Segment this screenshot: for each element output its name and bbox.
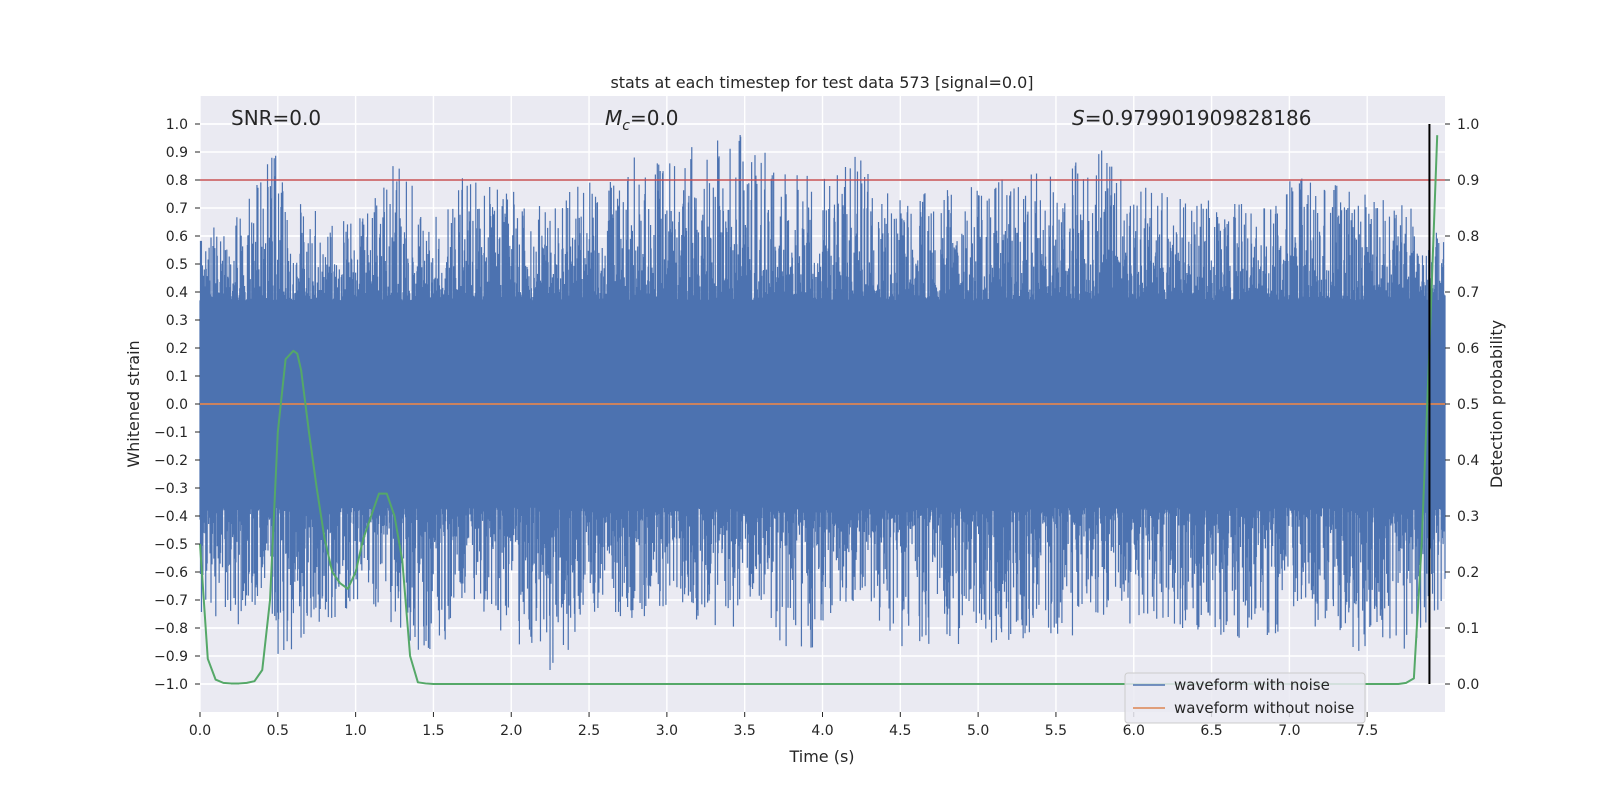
- legend-label-clean: waveform without noise: [1174, 699, 1354, 717]
- x-axis-label: Time (s): [788, 747, 854, 766]
- y-tick-label: 0.9: [166, 145, 188, 161]
- y-tick-label: 1.0: [166, 117, 188, 133]
- chart-title: stats at each timestep for test data 573…: [610, 73, 1033, 92]
- x-tick-label: 2.0: [500, 723, 522, 739]
- x-tick-label: 7.0: [1278, 723, 1300, 739]
- mc-value: =0.0: [630, 106, 679, 130]
- x-tick-label: 5.0: [967, 723, 989, 739]
- y-tick-label: −0.3: [154, 481, 188, 497]
- y-tick-label: 0.4: [166, 285, 188, 301]
- x-tick-label: 5.5: [1045, 723, 1067, 739]
- x-tick-label: 6.0: [1123, 723, 1145, 739]
- y-tick-label: −0.7: [154, 593, 188, 609]
- legend-label-noise: waveform with noise: [1174, 676, 1330, 694]
- mc-annotation: Mc=0.0: [605, 106, 679, 134]
- y-tick-label: 0.1: [166, 369, 188, 385]
- y2-tick-label: 0.0: [1457, 677, 1479, 693]
- y-tick-label: 0.7: [166, 201, 188, 217]
- mc-subscript: c: [622, 118, 630, 134]
- x-axis-ticks: 0.0 0.5 1.0 1.5 2.0 2.5 3.0 3.5 4.0 4.5 5.0 5.5 6.0 6…: [189, 712, 1378, 739]
- y-tick-label: 0.2: [166, 341, 188, 357]
- y-tick-label: −1.0: [154, 677, 188, 693]
- legend-frame: [1124, 672, 1366, 724]
- mc-symbol: M: [605, 106, 622, 130]
- y2-axis-ticks: 0.0 0.1 0.2 0.3 0.4 0.5 0.6 0.7 0.8 0.9 1.0: [1445, 117, 1479, 693]
- x-tick-label: 4.5: [889, 723, 911, 739]
- y-tick-label: −0.4: [154, 509, 188, 525]
- y-tick-label: −0.8: [154, 621, 188, 637]
- y-tick-label: −0.5: [154, 537, 188, 553]
- y-tick-label: 0.5: [166, 257, 188, 273]
- x-tick-label: 6.5: [1200, 723, 1222, 739]
- y2-tick-label: 0.4: [1457, 453, 1479, 469]
- y2-tick-label: 0.6: [1457, 341, 1479, 357]
- x-tick-label: 2.5: [578, 723, 600, 739]
- x-tick-label: 7.5: [1356, 723, 1378, 739]
- y-tick-label: −0.1: [154, 425, 188, 441]
- y2-tick-label: 0.2: [1457, 565, 1479, 581]
- x-tick-label: 4.0: [811, 723, 833, 739]
- y-tick-label: 0.6: [166, 229, 188, 245]
- y2-tick-label: 0.1: [1457, 621, 1479, 637]
- y2-tick-label: 0.7: [1457, 285, 1479, 301]
- s-value: =0.979901909828186: [1085, 106, 1312, 130]
- y2-tick-label: 0.8: [1457, 229, 1479, 245]
- y-tick-label: −0.6: [154, 565, 188, 581]
- legend: waveform with noise waveform without noi…: [1124, 672, 1366, 724]
- y-tick-label: −0.9: [154, 649, 188, 665]
- x-tick-label: 3.0: [656, 723, 678, 739]
- x-tick-label: 0.0: [189, 723, 211, 739]
- y2-tick-label: 1.0: [1457, 117, 1479, 133]
- x-tick-label: 0.5: [267, 723, 289, 739]
- x-tick-label: 1.5: [422, 723, 444, 739]
- x-tick-label: 1.0: [344, 723, 366, 739]
- x-tick-label: 3.5: [734, 723, 756, 739]
- y2-tick-label: 0.9: [1457, 173, 1479, 189]
- y2-tick-label: 0.5: [1457, 397, 1479, 413]
- s-annotation: S=0.979901909828186: [1072, 106, 1311, 130]
- y-tick-label: −0.2: [154, 453, 188, 469]
- y-tick-label: 0.0: [166, 397, 188, 413]
- y-tick-label: 0.3: [166, 313, 188, 329]
- y-tick-label: 0.8: [166, 173, 188, 189]
- snr-annotation: SNR=0.0: [231, 106, 321, 130]
- y-axis-label: Whitened strain: [124, 340, 143, 467]
- y2-tick-label: 0.3: [1457, 509, 1479, 525]
- y2-axis-label: Detection probability: [1487, 320, 1506, 488]
- y-axis-ticks: −1.0 −0.9 −0.8 −0.7 −0.6 −0.5 −0.4 −0.3 −0.2 −0.1…: [154, 117, 200, 693]
- s-symbol: S: [1072, 106, 1085, 130]
